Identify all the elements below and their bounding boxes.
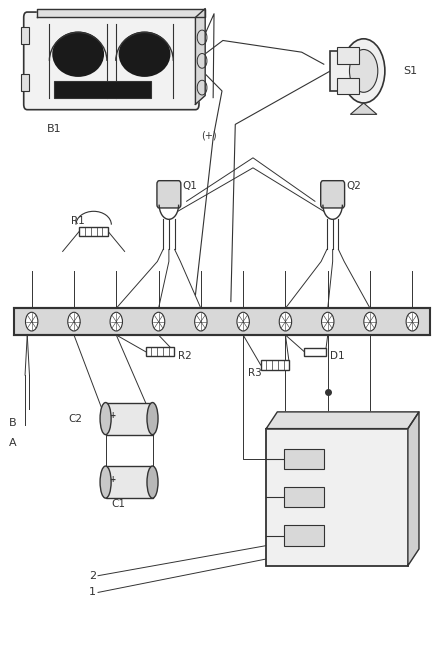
Text: +: +	[110, 411, 116, 420]
FancyBboxPatch shape	[24, 12, 199, 110]
Bar	[261, 360, 289, 370]
Text: 1: 1	[89, 588, 96, 598]
Bar	[284, 487, 324, 507]
Circle shape	[349, 50, 378, 92]
Ellipse shape	[147, 466, 158, 498]
Circle shape	[194, 312, 207, 331]
FancyBboxPatch shape	[106, 466, 152, 498]
Text: R3: R3	[248, 368, 262, 378]
Circle shape	[279, 312, 292, 331]
Bar	[14, 308, 430, 335]
Polygon shape	[350, 103, 377, 115]
Circle shape	[110, 312, 123, 331]
Text: B: B	[8, 418, 16, 428]
Bar	[54, 81, 151, 98]
Bar	[20, 27, 28, 44]
Polygon shape	[266, 412, 419, 429]
Circle shape	[237, 312, 250, 331]
Polygon shape	[408, 412, 419, 565]
Bar	[337, 78, 359, 94]
Circle shape	[406, 312, 419, 331]
Bar	[20, 74, 28, 91]
Circle shape	[364, 312, 376, 331]
Text: R2: R2	[178, 351, 191, 361]
Text: Q1: Q1	[182, 182, 197, 191]
Circle shape	[68, 312, 80, 331]
Text: C2: C2	[68, 413, 83, 423]
Circle shape	[152, 312, 165, 331]
Text: Q2: Q2	[346, 182, 361, 191]
Ellipse shape	[100, 403, 111, 435]
FancyBboxPatch shape	[157, 181, 181, 208]
Text: B1: B1	[47, 125, 61, 135]
Bar	[304, 348, 325, 356]
FancyBboxPatch shape	[321, 181, 345, 208]
Polygon shape	[37, 9, 205, 17]
Text: A: A	[8, 438, 16, 448]
Circle shape	[25, 312, 38, 331]
FancyBboxPatch shape	[106, 403, 152, 435]
Bar	[337, 48, 359, 64]
Text: C1: C1	[111, 498, 125, 509]
Bar	[330, 51, 359, 91]
Text: R1: R1	[71, 216, 85, 226]
Text: D1: D1	[330, 351, 345, 361]
Ellipse shape	[119, 31, 170, 77]
Ellipse shape	[147, 403, 158, 435]
Ellipse shape	[100, 466, 111, 498]
Ellipse shape	[52, 31, 104, 77]
Text: (+): (+)	[201, 131, 217, 141]
Circle shape	[321, 312, 334, 331]
Bar	[146, 347, 174, 356]
Polygon shape	[195, 9, 205, 105]
Bar	[79, 226, 108, 236]
Circle shape	[342, 39, 385, 103]
Text: S1: S1	[404, 66, 418, 76]
Bar	[266, 429, 408, 565]
Text: +: +	[110, 475, 116, 484]
Bar	[284, 449, 324, 469]
Text: 2: 2	[89, 571, 96, 581]
Bar	[284, 525, 324, 545]
